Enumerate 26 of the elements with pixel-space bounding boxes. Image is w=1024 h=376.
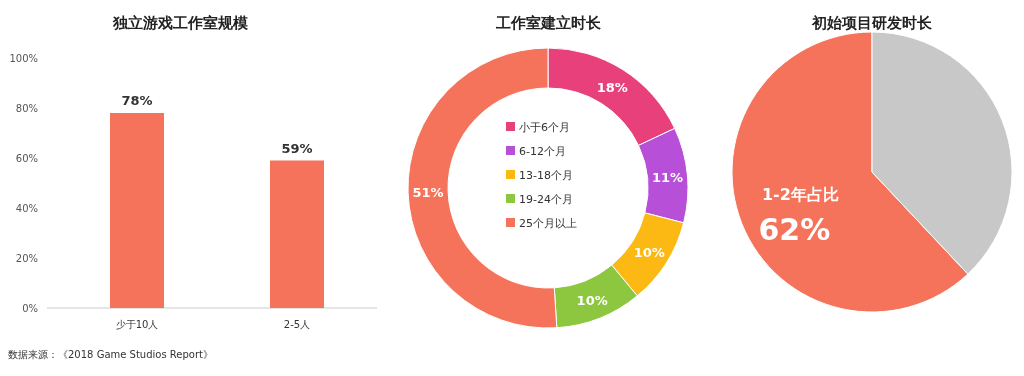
data-label: 10% xyxy=(633,245,665,261)
data-label: 18% xyxy=(596,79,628,95)
slice-label: 1-2年占比 xyxy=(761,185,839,205)
y-tick-label: 40% xyxy=(15,203,38,214)
y-tick-label: 20% xyxy=(15,253,38,264)
y-tick-label: 0% xyxy=(22,303,38,314)
legend-label: 6-12个月 xyxy=(519,145,566,158)
y-tick-label: 80% xyxy=(15,103,38,114)
x-tick-label: 少于10人 xyxy=(115,319,159,330)
x-tick-label: 2-5人 xyxy=(283,319,311,330)
y-tick-label: 60% xyxy=(15,153,38,164)
data-label: 78% xyxy=(121,93,153,108)
chart-title: 工作室建立时长 xyxy=(494,14,602,32)
chart-title: 独立游戏工作室规模 xyxy=(111,14,249,32)
data-label: 11% xyxy=(651,169,684,185)
chart-title: 初始项目研发时长 xyxy=(811,14,933,32)
data-label: 62% xyxy=(758,212,831,248)
data-label: 51% xyxy=(412,184,444,200)
legend-label: 19-24个月 xyxy=(519,193,573,206)
data-label: 59% xyxy=(281,140,313,156)
legend-label: 13-18个月 xyxy=(519,169,573,182)
legend-label: 25个月以上 xyxy=(519,217,577,230)
y-tick-label: 100% xyxy=(9,53,38,64)
data-label: 10% xyxy=(576,292,608,308)
legend-label: 小于6个月 xyxy=(519,121,570,134)
source-note: 数据来源：《2018 Game Studios Report》 xyxy=(8,349,213,360)
